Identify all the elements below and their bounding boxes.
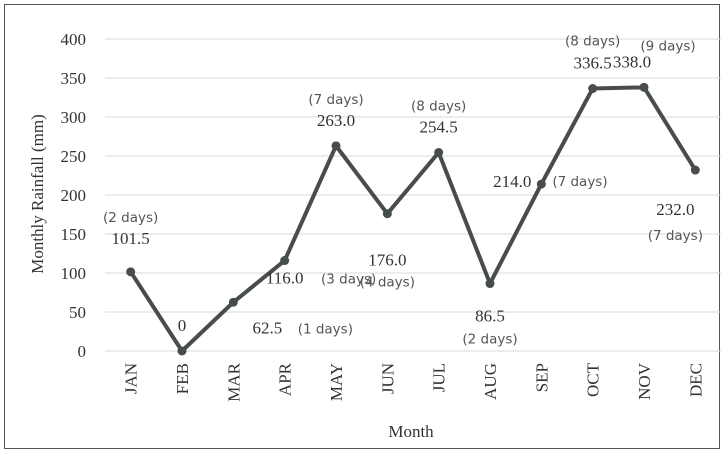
y-tick-label: 350: [61, 69, 87, 88]
data-value-label: 254.5: [420, 117, 458, 136]
data-value-label: 338.0: [613, 52, 651, 71]
y-tick-label: 100: [61, 264, 87, 283]
rainy-days-label: (7 days): [308, 92, 363, 108]
x-tick-label: NOV: [635, 362, 654, 400]
y-axis-ticks: 0 50 100 150 200 250 300 350 400: [61, 30, 87, 361]
data-value-label: 214.0: [493, 172, 531, 191]
x-tick-label: JAN: [122, 363, 141, 394]
data-point-marker: [639, 82, 649, 92]
y-axis-title: Monthly Rainfall (mm): [28, 114, 47, 274]
rainy-days-label: (4 days): [360, 275, 415, 291]
y-tick-label: 50: [69, 303, 86, 322]
chart-frame: 0 50 100 150 200 250 300 350 400 JAN FEB MAR APR MAY…: [4, 4, 721, 449]
data-point-marker: [331, 141, 341, 151]
y-tick-label: 150: [61, 225, 87, 244]
data-value-label: 101.5: [112, 229, 150, 248]
rainy-days-label: (2 days): [462, 332, 517, 348]
data-value-label: 176.0: [368, 251, 406, 270]
data-point-marker: [177, 346, 187, 356]
x-tick-label: JUN: [378, 363, 397, 394]
rainy-days-label: (7 days): [648, 228, 703, 244]
rainy-days-label: (8 days): [411, 98, 466, 114]
rainy-days-label: (2 days): [103, 210, 158, 226]
rainy-days-label: (7 days): [552, 174, 607, 190]
data-point-marker: [280, 256, 290, 266]
data-value-label: 62.5: [252, 318, 282, 337]
x-tick-label: JUL: [430, 363, 449, 392]
x-tick-label: APR: [276, 362, 295, 396]
x-tick-label: FEB: [173, 363, 192, 394]
x-axis-ticks: JAN FEB MAR APR MAY JUN JUL AUG SEP OCT NOV DEC: [122, 362, 706, 401]
data-labels-layer: 101.5 (2 days) 0 62.5 (1 days) 116.0 (3 days) 2…: [103, 34, 703, 348]
x-axis-title: Month: [388, 422, 434, 441]
y-tick-label: 0: [78, 342, 87, 361]
y-tick-label: 250: [61, 147, 87, 166]
y-tick-label: 300: [61, 108, 87, 127]
data-point-marker: [485, 279, 495, 289]
rainy-days-label: (8 days): [565, 34, 620, 50]
data-value-label: 263.0: [317, 111, 355, 130]
data-point-marker: [588, 84, 598, 94]
x-tick-label: DEC: [686, 363, 705, 397]
data-value-label: 0: [178, 316, 187, 335]
series-layer: [126, 82, 700, 356]
rainfall-series-line: [128, 85, 698, 353]
rainy-days-label: (9 days): [640, 38, 695, 54]
rainy-days-label: (3 days): [321, 272, 376, 288]
data-point-marker: [434, 147, 444, 157]
data-value-label: 232.0: [656, 200, 694, 219]
y-tick-label: 200: [61, 186, 87, 205]
data-value-label: 86.5: [475, 307, 505, 326]
data-value-label: 116.0: [266, 269, 304, 288]
grid-layer: [105, 38, 721, 352]
data-point-marker: [126, 267, 136, 277]
x-tick-label: MAY: [327, 363, 346, 401]
rainfall-line-chart: 0 50 100 150 200 250 300 350 400 JAN FEB MAR APR MAY…: [28, 30, 721, 441]
data-point-marker: [690, 165, 700, 175]
data-point-marker: [382, 209, 392, 219]
x-tick-label: OCT: [584, 362, 603, 397]
x-tick-label: SEP: [532, 363, 551, 392]
data-point-marker: [536, 179, 546, 189]
rainy-days-label: (1 days): [298, 321, 353, 337]
data-value-label: 336.5: [574, 54, 612, 73]
x-tick-label: MAR: [224, 362, 243, 401]
y-tick-label: 400: [61, 30, 87, 49]
data-point-marker: [228, 297, 238, 307]
x-tick-label: AUG: [481, 363, 500, 400]
